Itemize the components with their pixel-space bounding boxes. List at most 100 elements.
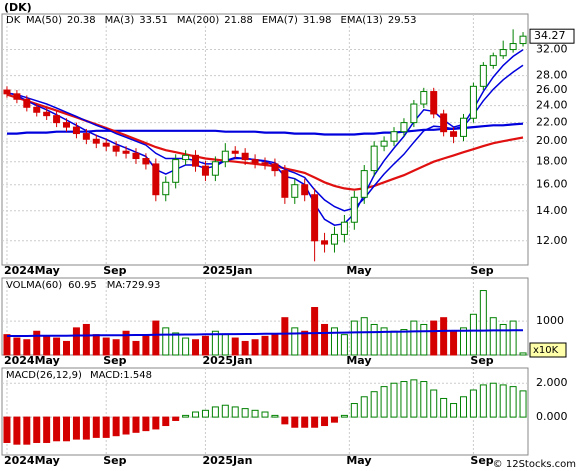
panel [1,13,529,266]
candle-body [122,150,130,154]
macd-bar [142,416,150,432]
volume-bar [450,330,458,356]
legend-label: MA(3) [105,15,135,26]
x-tick-label: Sep [103,454,126,467]
unit-box [529,342,567,358]
volume-bar [311,307,319,356]
macd-bar [499,384,507,418]
footer: © 12Stocks.com [493,459,576,470]
candle-body [241,152,249,161]
volume-bar [162,327,170,356]
macd-bar [82,416,90,440]
candle-body [53,115,61,124]
price-label: 34.27 [534,29,566,42]
candle-body [360,170,368,198]
macd-bar [201,409,209,418]
y-tick-label: 28.00 [536,69,568,82]
candle-body [430,91,438,115]
volume-bar [13,337,21,356]
x-tick-label: Sep [470,354,493,367]
candle-body [321,240,329,245]
volume-bar [321,323,329,356]
macd-bar [321,416,329,427]
volume-bar [519,352,527,356]
volume-bar [410,320,418,356]
macd-bar [251,409,259,418]
panel-ma: MA:729.93 [107,280,161,291]
macd-bar [43,416,51,443]
macd-bar [450,403,458,418]
volume-bar [479,290,487,356]
macd-bar [360,396,368,418]
chart-title: (DK) [4,1,32,14]
candle-body [499,49,507,57]
panel-value: MACD:1.548 [90,370,152,381]
candle-body [82,133,90,140]
macd-bar [281,416,289,425]
candle-body [251,159,259,164]
candle-body [102,142,110,147]
macd-bar [469,389,477,418]
volume-bar [281,317,289,356]
macd-bar [380,386,388,418]
volume-bar [251,339,259,356]
candle-body [519,35,527,45]
x-tick-label: May [346,454,371,467]
volume-bar [221,334,229,356]
candle-body [182,154,190,161]
x-tick-label: 2024May [4,454,60,467]
candle-body [420,91,428,105]
volume-bar [231,337,239,356]
x-tick-label: Sep [103,264,126,277]
y-tick-label: 20.00 [536,134,568,147]
legend-label: EMA(13) [341,15,383,26]
volume-bar [291,327,299,356]
macd-bar [102,416,110,438]
volume-bar [370,323,378,356]
y-tick-label: 24.00 [536,99,568,112]
volume-bar [509,320,517,356]
legend-label: MA(200) [177,15,219,26]
candle-body [63,122,71,128]
candle-body [33,106,41,113]
unit-label: x10K [533,345,559,356]
volume-ma [7,329,524,337]
candle-body [311,194,319,242]
ma-line [7,122,524,136]
volume-bar [301,330,309,356]
macd-bar [221,404,229,418]
candle-body [201,165,209,176]
candle-body [92,138,100,144]
x-tick-label: May [346,354,371,367]
volume-bar [53,337,61,356]
volume-bar [380,327,388,356]
y-tick-label: 32.00 [536,43,568,56]
candle-body [13,93,21,100]
candle-body [350,196,358,223]
legend-value: 29.53 [388,15,417,26]
candle-body [172,159,180,183]
candle-body [380,140,388,147]
macd-bar [172,416,180,421]
macd-bar [261,411,269,418]
macd-bar [13,416,21,445]
macd-bar [301,416,309,428]
macd-bar [112,416,120,437]
x-tick-label: 2025Jan [202,454,252,467]
candle-body [281,170,289,198]
volume-bar [499,323,507,356]
volume-bar [23,339,31,356]
panel-value: 60.95 [68,280,97,291]
macd-bar [489,382,497,418]
volume-bar [192,339,200,356]
volume-bar [63,340,71,356]
macd-bar [72,416,80,440]
volume-bar [182,337,190,356]
macd-bar [53,416,61,442]
macd-bar [420,381,428,418]
y-tick-label: 16.00 [536,178,568,191]
candle-body [450,131,458,137]
macd-bar [370,391,378,418]
volume-bar [360,317,368,356]
